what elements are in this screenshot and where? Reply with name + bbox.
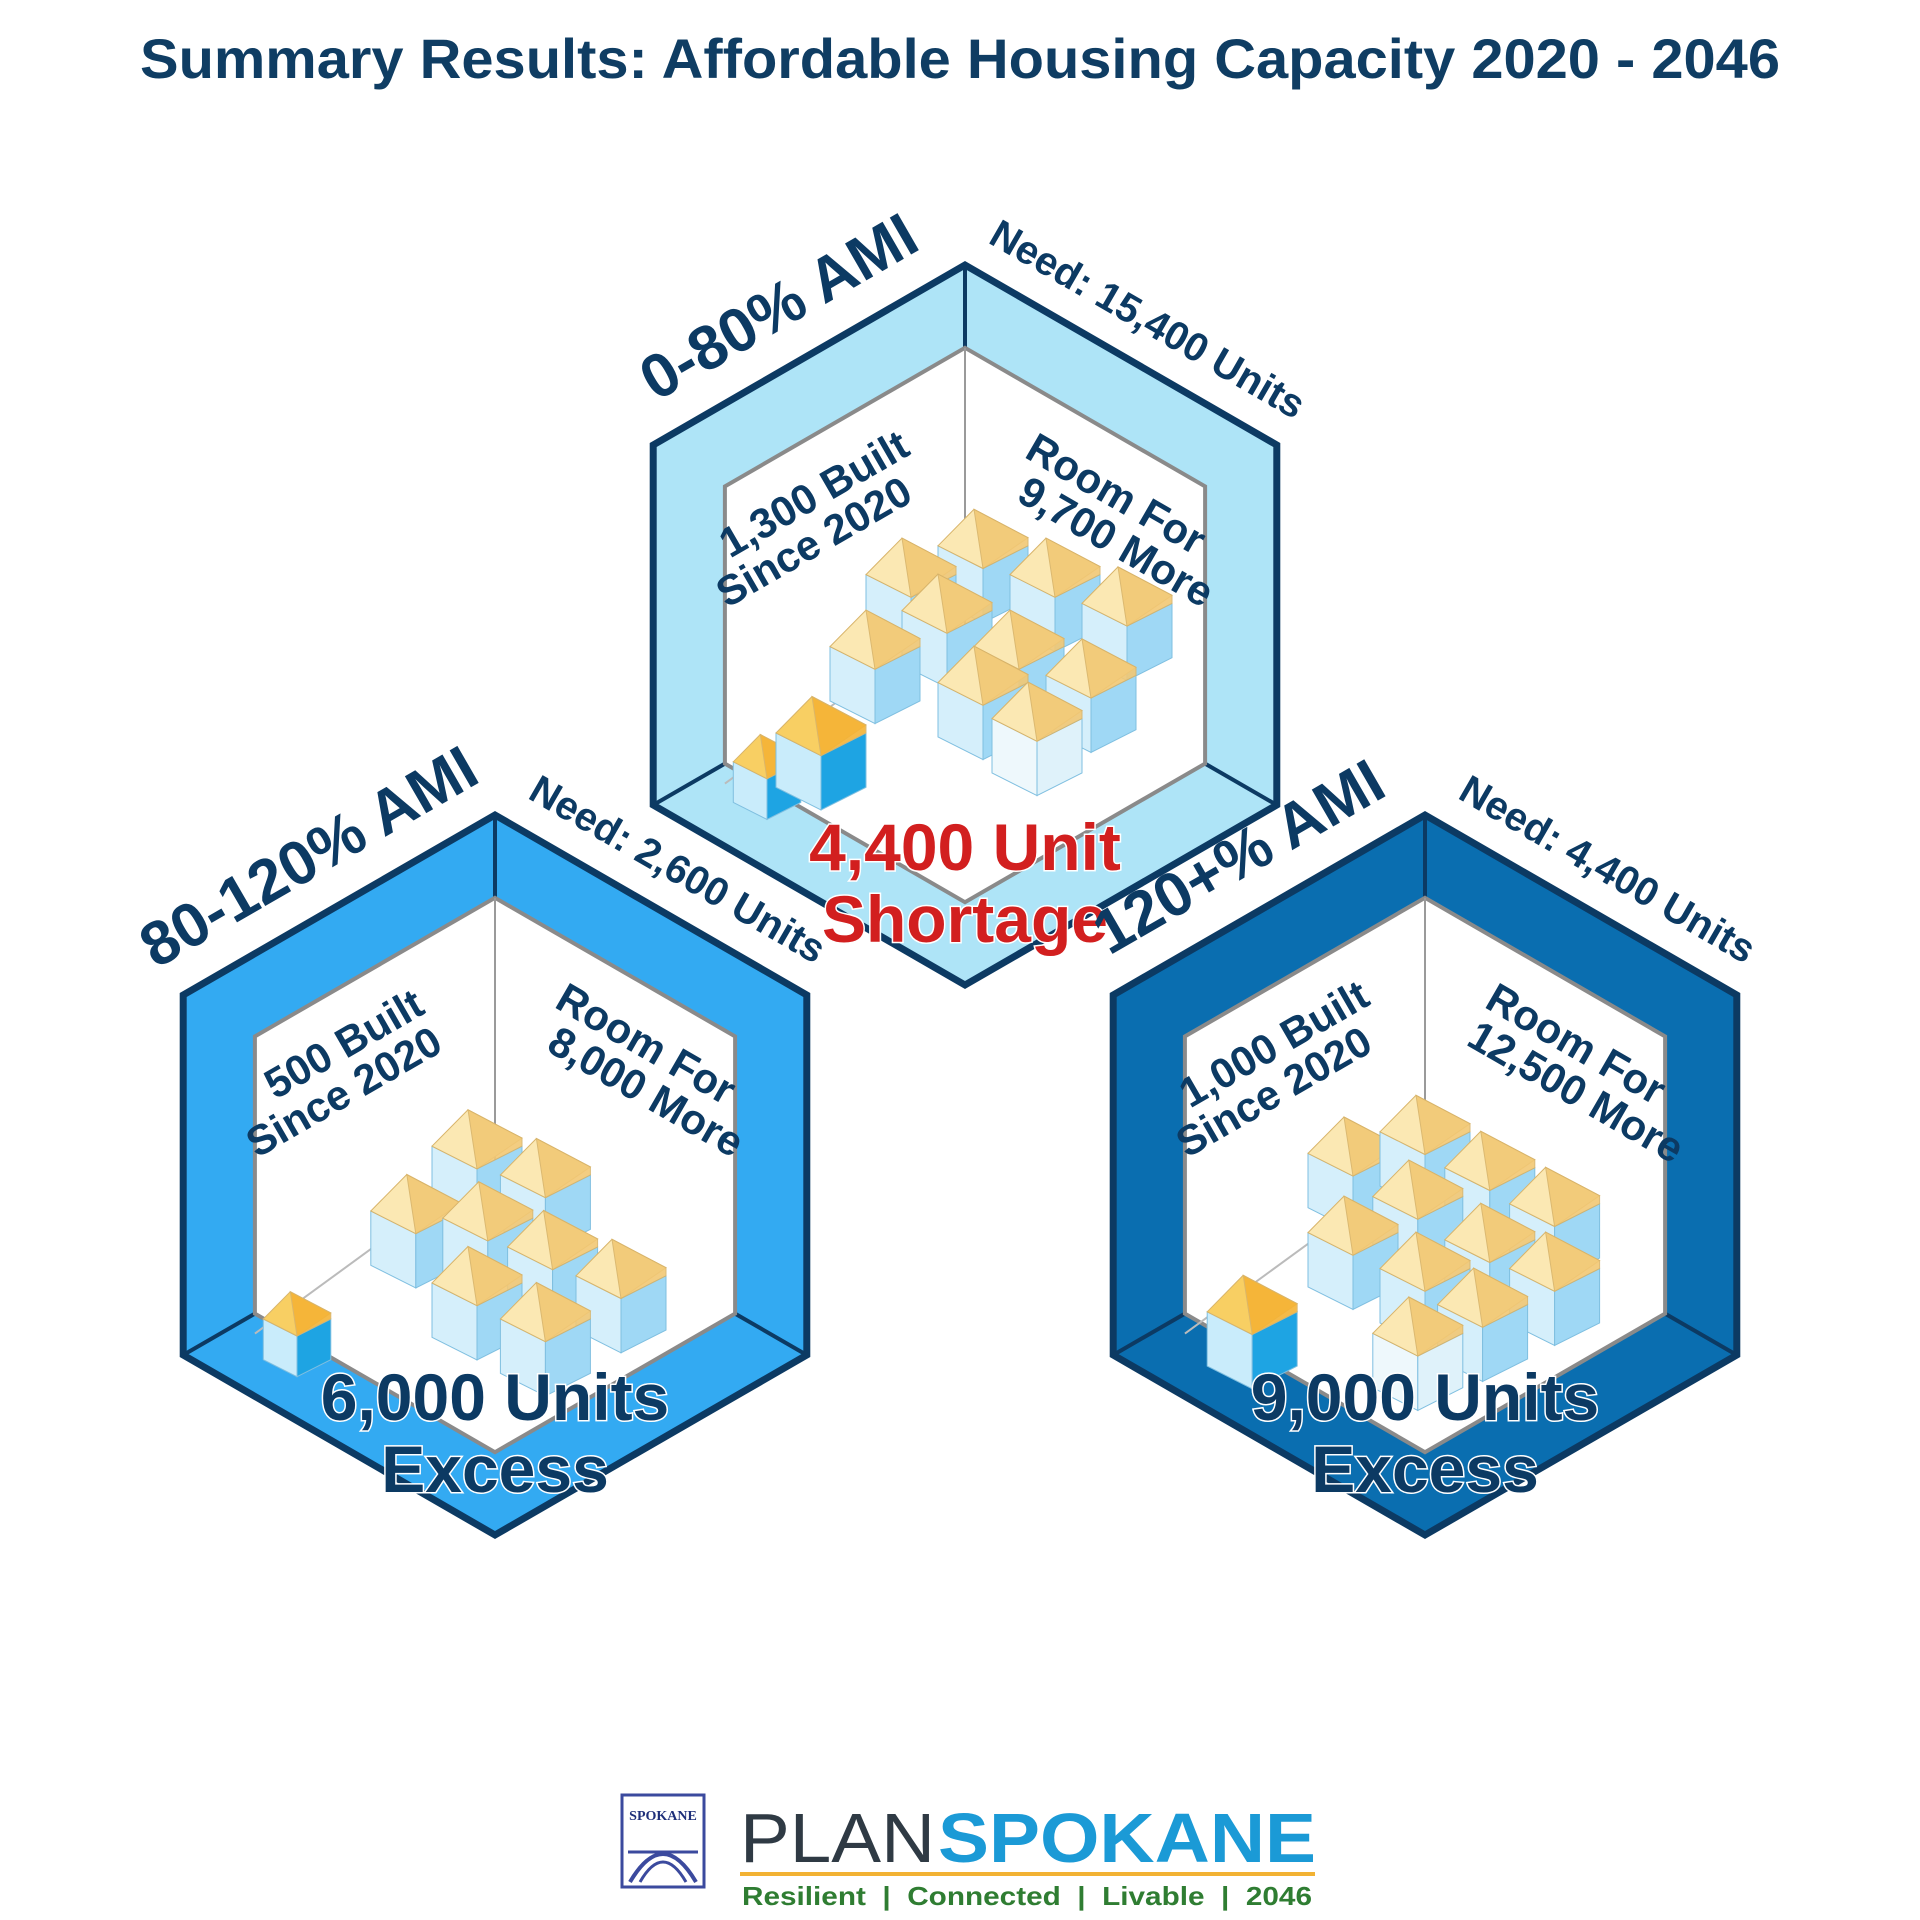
house-icon [991,681,1083,797]
result-excess-text: 9,000 Units [1251,1360,1600,1434]
built-house-icon [262,1290,332,1378]
logo-spokane-text: SPOKANE [938,1799,1316,1877]
house-icon [499,1281,592,1397]
house-icon [829,609,921,725]
seal-text: SPOKANE [629,1809,697,1824]
built-house-icon [775,695,867,811]
city-seal-icon: SPOKANE [620,1793,706,1889]
result-excess-text: Excess [1311,1432,1539,1506]
built-house-icon [1206,1274,1299,1390]
result-shortage-text: 4,400 Unit [809,810,1121,884]
page-title: Summary Results: Affordable Housing Capa… [140,27,1780,90]
logo-plan-text: PLAN [740,1799,935,1877]
logo-tagline: Resilient | Connected | Livable | 2046 [742,1881,1312,1911]
house-icon [1508,1231,1601,1347]
house-icon [1371,1296,1464,1412]
logo-divider-line [740,1872,1315,1876]
result-excess-text: 6,000 Units [321,1360,670,1434]
planspokane-logo: SPOKANE PLAN SPOKANE Resilient | Connect… [620,1793,1316,1911]
result-shortage-text: Shortage [822,882,1108,956]
result-excess-text: Excess [381,1432,609,1506]
